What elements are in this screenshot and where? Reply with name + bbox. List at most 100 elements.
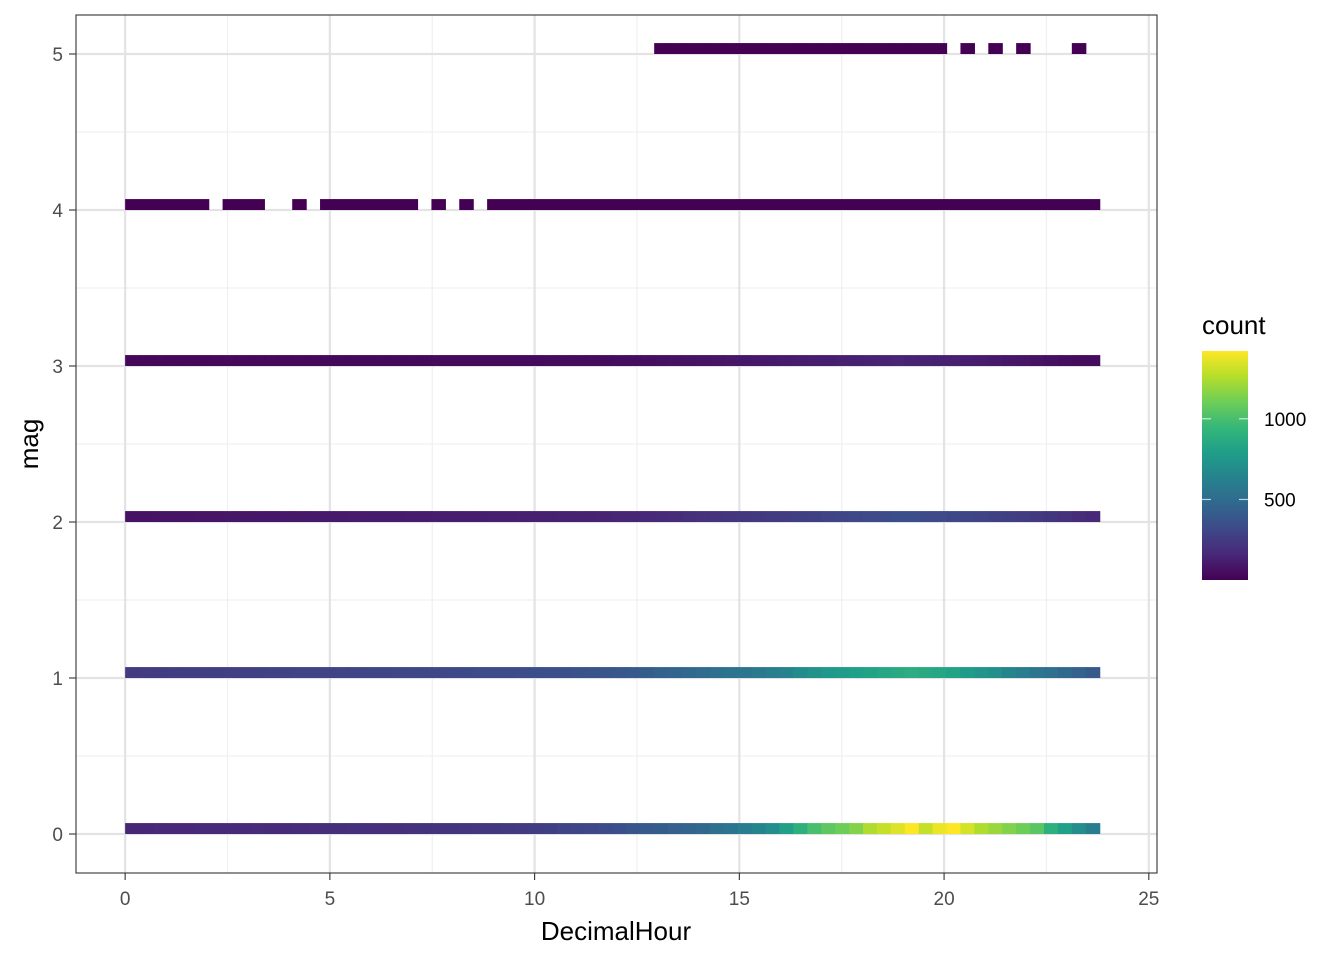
heatmap-tile	[431, 355, 446, 366]
x-tick-label: 5	[325, 889, 336, 910]
heatmap-tile	[542, 823, 558, 834]
heatmap-tile	[417, 355, 433, 366]
heatmap-tile	[306, 823, 321, 834]
heatmap-tile	[668, 199, 683, 210]
heatmap-tile	[250, 199, 265, 210]
heatmap-tile	[612, 823, 627, 834]
heatmap-tile	[264, 667, 279, 678]
heatmap-tile	[152, 355, 168, 366]
heatmap-tile	[125, 511, 140, 522]
heatmap-tile	[974, 511, 989, 522]
heatmap-tile	[501, 355, 516, 366]
heatmap-tile	[835, 511, 850, 522]
heatmap-tile	[849, 355, 864, 366]
heatmap-tile	[222, 199, 238, 210]
heatmap-tile	[918, 199, 934, 210]
heatmap-tile	[835, 355, 850, 366]
heatmap-tile	[821, 43, 836, 54]
heatmap-tile	[1016, 43, 1031, 54]
heatmap-tile	[779, 667, 794, 678]
heatmap-tile	[863, 667, 878, 678]
heatmap-tile	[709, 511, 725, 522]
heatmap-tile	[1016, 511, 1031, 522]
heatmap-tile	[863, 43, 878, 54]
heatmap-tile	[584, 667, 600, 678]
heatmap-tile	[821, 667, 836, 678]
heatmap-tile	[1043, 511, 1059, 522]
heatmap-tile	[849, 667, 864, 678]
heatmap-tile	[222, 667, 238, 678]
heatmap-tile	[528, 355, 544, 366]
heatmap-tile	[835, 199, 850, 210]
heatmap-tile	[765, 823, 781, 834]
heatmap-tile	[695, 199, 711, 210]
heatmap-tile	[626, 511, 641, 522]
y-tick-label: 5	[52, 45, 63, 66]
heatmap-tile	[654, 355, 669, 366]
heatmap-tile	[1057, 667, 1073, 678]
heatmap-tile	[570, 511, 586, 522]
heatmap-tile	[487, 199, 502, 210]
heatmap-tile	[612, 355, 627, 366]
heatmap-tile	[932, 199, 948, 210]
heatmap-tile	[1002, 667, 1017, 678]
heatmap-tile	[932, 355, 948, 366]
heatmap-tile	[570, 199, 586, 210]
heatmap-tile	[765, 511, 781, 522]
heatmap-tile	[723, 199, 739, 210]
heatmap-tile	[320, 823, 335, 834]
heatmap-tile	[695, 667, 711, 678]
heatmap-tile	[890, 667, 906, 678]
heatmap-tile	[487, 511, 502, 522]
heatmap-tile	[974, 823, 989, 834]
heatmap-tile	[682, 355, 697, 366]
heatmap-tile	[194, 823, 210, 834]
heatmap-tile	[125, 355, 140, 366]
heatmap-tile	[431, 823, 446, 834]
heatmap-tile	[737, 823, 753, 834]
heatmap-tile	[152, 667, 168, 678]
heatmap-tile	[1057, 823, 1073, 834]
heatmap-tile	[751, 667, 767, 678]
heatmap-tile	[793, 823, 808, 834]
heatmap-tile	[417, 667, 433, 678]
heatmap-tile	[306, 355, 321, 366]
heatmap-tile	[668, 823, 683, 834]
heatmap-tile	[932, 511, 948, 522]
heatmap-tile	[737, 667, 753, 678]
heatmap-tile	[542, 511, 558, 522]
heatmap-tile	[347, 667, 363, 678]
heatmap-tile	[222, 823, 238, 834]
heatmap-tile	[765, 355, 781, 366]
x-tick-label: 20	[934, 889, 955, 910]
heatmap-tile	[890, 823, 906, 834]
heatmap-tile	[821, 355, 836, 366]
x-axis-title: DecimalHour	[541, 916, 692, 946]
heatmap-tile	[139, 199, 154, 210]
heatmap-tile	[779, 823, 794, 834]
heatmap-tile	[1016, 355, 1031, 366]
heatmap-tile	[166, 667, 182, 678]
heatmap-tile	[542, 667, 558, 678]
heatmap-tile	[640, 823, 655, 834]
heatmap-tile	[431, 199, 446, 210]
heatmap-tile	[988, 667, 1003, 678]
heatmap-tile	[1071, 823, 1087, 834]
heatmap-tile	[1030, 667, 1045, 678]
heatmap-tile	[194, 199, 210, 210]
heatmap-tile	[626, 823, 641, 834]
heatmap-tile	[264, 355, 279, 366]
heatmap-tile	[876, 823, 892, 834]
heatmap-tile	[584, 823, 600, 834]
heatmap-tile	[932, 43, 948, 54]
heatmap-tile	[556, 667, 572, 678]
heatmap-tile	[695, 355, 711, 366]
heatmap-tile	[863, 511, 878, 522]
heatmap-tile	[765, 199, 781, 210]
heatmap-tile	[514, 355, 530, 366]
heatmap-tile	[278, 355, 293, 366]
heatmap-tile	[320, 199, 335, 210]
heatmap-tile	[890, 511, 906, 522]
heatmap-tile	[180, 511, 196, 522]
heatmap-tile	[668, 667, 683, 678]
